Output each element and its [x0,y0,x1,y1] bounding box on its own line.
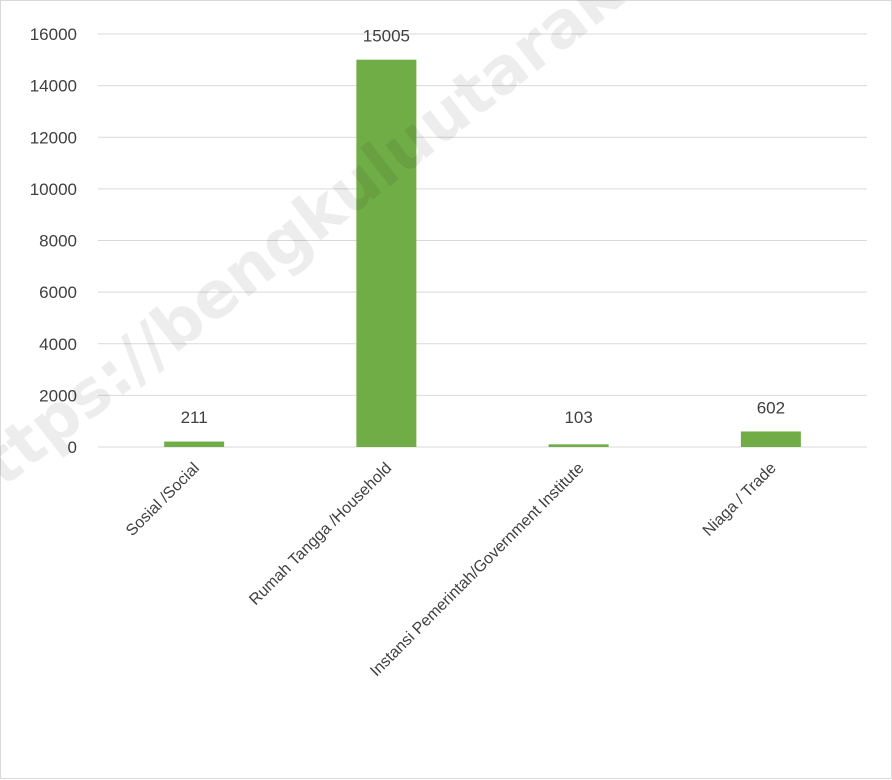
category-label: Instansi Pemerintah/Government Institute [367,460,587,680]
y-tick-label: 6000 [39,283,77,302]
y-tick-label: 4000 [39,335,77,354]
category-label: Niaga / Trade [700,460,780,540]
bar [740,431,801,447]
y-tick-label: 12000 [30,128,77,147]
data-label: 103 [564,408,592,427]
bars [164,59,801,447]
y-tick-label: 8000 [39,232,77,251]
data-label: 15005 [363,27,410,46]
y-tick-label: 10000 [30,180,77,199]
data-label: 602 [757,398,785,417]
y-axis-ticks: 0 2000 4000 6000 8000 10000 12000 14000 16000 [30,25,77,457]
data-label: 211 [181,408,208,427]
gridlines [98,33,867,448]
y-tick-label: 14000 [30,77,77,96]
bar [164,441,225,447]
bar [356,59,417,447]
category-label: Rumah Tangga /Household [246,460,395,609]
category-label: Sosial /Social [123,460,203,540]
y-tick-label: 2000 [39,386,77,405]
bar [548,444,609,447]
category-labels: Sosial /Social Rumah Tangga /HouseholdIns… [123,460,780,680]
y-tick-label: 0 [68,438,77,457]
y-tick-label: 16000 [30,25,77,44]
data-labels: 211 15005 103 602 [181,27,785,427]
